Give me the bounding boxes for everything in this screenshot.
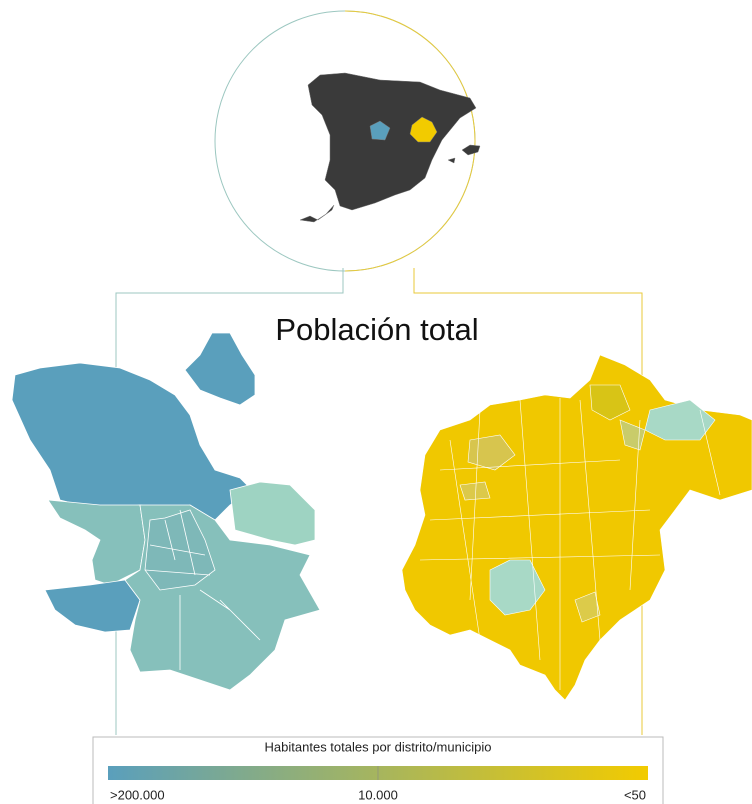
legend-title: Habitantes totales por distrito/municipi… (265, 739, 492, 754)
title: Población total (275, 312, 478, 347)
spain-map (300, 73, 480, 222)
infographic: Población total Habitantes totales por d… (0, 0, 752, 804)
madrid-map (12, 333, 320, 690)
legend-label: 10.000 (358, 787, 398, 802)
teruel-map (402, 355, 752, 700)
legend-label: >200.000 (110, 787, 165, 802)
legend-label: <50 (624, 787, 646, 802)
